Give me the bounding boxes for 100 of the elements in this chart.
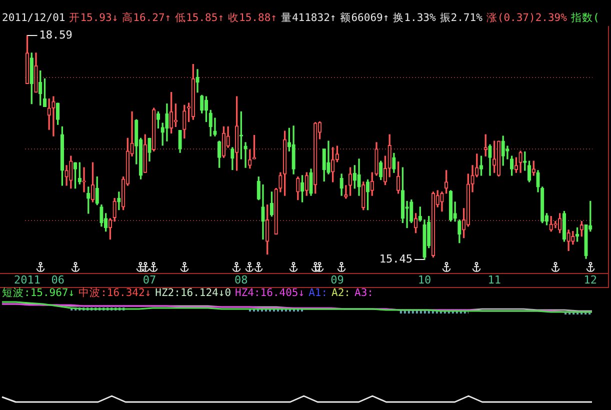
candlestick [213,118,217,136]
text: 高16.27↑ [122,12,172,25]
candlestick [440,192,444,212]
x-tick-label: 2011 [14,273,41,286]
candlestick [340,174,344,196]
candlestick [422,220,426,260]
text: 收15.88↑ [228,12,277,25]
candlestick [475,154,479,178]
candlestick [314,122,318,194]
text: 换1.33% [393,12,436,25]
candlestick [414,213,418,234]
candlestick [518,150,522,173]
candlestick [34,52,38,93]
candlestick [117,192,121,210]
candlestick [182,104,186,139]
candlestick [527,160,532,182]
candlestick [470,165,474,192]
candlestick [143,134,147,173]
text: A2: [332,287,350,300]
text: 振2.71% [440,12,482,25]
candlestick [379,160,383,180]
candlestick [25,35,30,84]
candlestick [256,176,260,200]
candlestick [60,126,64,186]
candlestick [174,103,178,128]
text: 开15.93↓ [69,12,118,25]
text: 指数( [570,12,600,25]
annotation: 15.45 [379,252,413,266]
candlestick [42,78,47,107]
candlestick [52,96,56,136]
candlestick [73,162,78,189]
text: 中波:16.342↓ [78,287,152,300]
x-tick-label: 09 [330,273,344,286]
candlestick [374,142,378,176]
candlestick [479,156,484,176]
candlestick [571,231,575,245]
candlestick [156,111,160,128]
candlestick [540,186,544,224]
text: 涨(0.37)2.39% [486,12,567,25]
candlestick [292,126,296,174]
candlestick [266,204,270,255]
candlestick [234,96,239,171]
text: HZ2:16.124↓0 [155,287,232,300]
candlestick [501,136,505,166]
text: 额66069↑ [340,12,390,25]
annotation: 18.59 [39,28,72,42]
candlestick [200,94,204,114]
candlestick [270,192,274,217]
candlestick [370,172,374,196]
text: A3: [354,287,374,300]
candlestick [152,108,156,152]
candlestick [484,134,488,156]
text: 低15.85↑ [175,12,224,25]
candlestick [466,174,470,227]
candlestick [82,167,86,192]
x-tick-label: 11 [488,273,501,286]
candlestick [458,220,462,244]
candlestick [554,220,558,228]
candlestick [566,230,570,252]
candlestick [584,224,588,259]
x-tick-label: 12 [584,273,598,286]
candlestick [261,184,265,240]
x-tick-label: 06 [51,273,64,286]
candlestick [558,213,562,234]
candlestick [69,156,73,189]
candlestick [56,102,60,125]
candlestick [392,152,396,173]
text: 短波:15.967↓ [2,287,75,300]
candlestick [64,165,68,186]
candlestick [410,199,414,224]
candlestick [496,140,501,176]
candlestick [148,138,152,162]
text: 2011/12/01 [2,12,66,25]
x-tick-label: 07 [142,273,156,286]
candlestick [396,162,400,194]
text: HZ4:16.405↓ [235,287,305,300]
candlestick [309,168,313,196]
candlestick [239,111,243,160]
candlestick [218,140,222,168]
candlestick [30,52,34,104]
candlestick [304,172,308,196]
candlestick [448,190,453,222]
candlestick [222,126,226,158]
candlestick [348,167,352,196]
candlestick [282,130,287,196]
text: A1: [308,287,328,300]
candlestick [431,192,436,258]
candlestick [326,140,330,174]
candlestick [244,142,248,168]
candlestick [562,210,566,242]
candlestick [366,179,370,210]
candlestick [178,130,182,153]
candlestick [191,64,195,120]
x-tick-label: 10 [418,273,432,286]
candlestick [100,204,104,227]
candlestick [322,148,326,182]
candlestick [536,170,540,192]
candlestick [362,182,366,210]
candlestick [196,69,200,93]
candlestick [532,160,536,176]
